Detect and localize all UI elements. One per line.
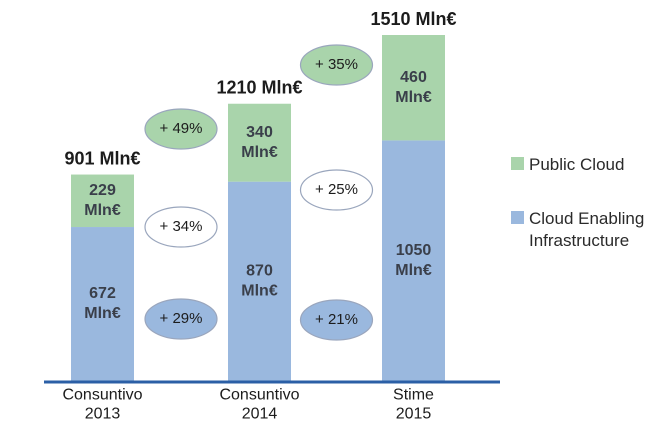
category-label-2: Stime 2015: [393, 387, 434, 423]
segment-value-label-2-0: 1050 Mln€: [395, 242, 432, 279]
bar-segment-public-cloud-1: [228, 103, 291, 182]
total-label-2: 1510 Mln€: [370, 9, 456, 29]
total-label-0: 901 Mln€: [64, 149, 140, 169]
category-labels-layer: Consuntivo 2013 Consuntivo 2014 Stime 2015: [62, 387, 434, 423]
growth-bubble-3: [299, 44, 374, 86]
bar-segment-public-cloud-2: [382, 35, 445, 141]
bar-segment-infrastructure-1: [228, 181, 291, 381]
segment-value-label-2-1: 460 Mln€: [395, 69, 432, 106]
growth-bubbles-layer: + 49% + 34% + 29% + 35% + 25% + 21%: [144, 44, 374, 341]
growth-bubble-5: [299, 299, 374, 341]
segment-value-label-1-1: 340 Mln€: [241, 124, 278, 161]
bar-segment-infrastructure-0: [71, 227, 134, 381]
growth-bubble-1: [144, 206, 218, 248]
legend-swatch-1: [511, 211, 524, 224]
legend-swatch-0: [511, 157, 524, 170]
growth-bubble-text-0: + 49%: [160, 120, 203, 137]
bar-segment-public-cloud-0: [71, 174, 134, 228]
growth-bubble-text-5: + 21%: [315, 311, 358, 328]
growth-bubble-text-1: + 34%: [160, 218, 203, 235]
legend: Public Cloud Cloud Enabling Infrastructure: [511, 155, 644, 250]
growth-bubble-text-2: + 29%: [160, 310, 203, 327]
total-label-1: 1210 Mln€: [216, 78, 302, 98]
growth-bubble-text-4: + 25%: [315, 181, 358, 198]
growth-bubble-text-3: + 35%: [315, 56, 358, 73]
growth-bubble-2: [144, 298, 218, 340]
growth-bubble-0: [144, 108, 218, 150]
legend-label-1: Cloud Enabling Infrastructure: [529, 209, 644, 250]
segment-value-label-0-0: 672 Mln€: [84, 285, 121, 322]
segment-value-label-0-1: 229 Mln€: [84, 182, 121, 219]
category-label-1: Consuntivo 2014: [219, 387, 299, 423]
growth-bubble-4: [299, 169, 374, 211]
bars-layer: 672 Mln€ 229 Mln€ 901 Mln€ 870 Mln€ 340 Mln€ 1210…: [64, 9, 457, 381]
legend-label-0: Public Cloud: [529, 155, 624, 174]
segment-value-label-1-0: 870 Mln€: [241, 263, 278, 300]
category-label-0: Consuntivo 2013: [62, 387, 142, 423]
bar-segment-infrastructure-2: [382, 140, 445, 381]
